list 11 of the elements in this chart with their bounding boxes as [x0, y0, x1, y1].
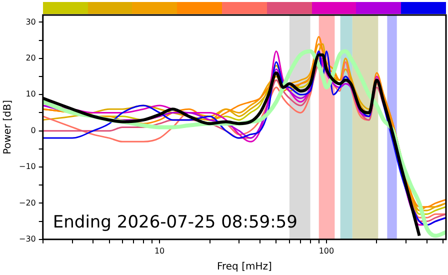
y-tick-label: −30: [18, 234, 36, 244]
y-tick-label: 30: [26, 17, 36, 26]
y-tick-label: 10: [26, 90, 36, 99]
x-tick-label: 100: [318, 246, 334, 256]
y-tick-label: −20: [18, 198, 36, 208]
y-tick-label: −10: [18, 162, 36, 172]
x-axis-title: Freq [mHz]: [216, 262, 272, 273]
annotation: Ending 2026-07-25 08:59:59: [52, 212, 298, 232]
y-tick-label: 0: [30, 126, 36, 135]
y-tick-label: 20: [26, 54, 36, 63]
y-axis-title: Power [dB]: [2, 100, 14, 154]
